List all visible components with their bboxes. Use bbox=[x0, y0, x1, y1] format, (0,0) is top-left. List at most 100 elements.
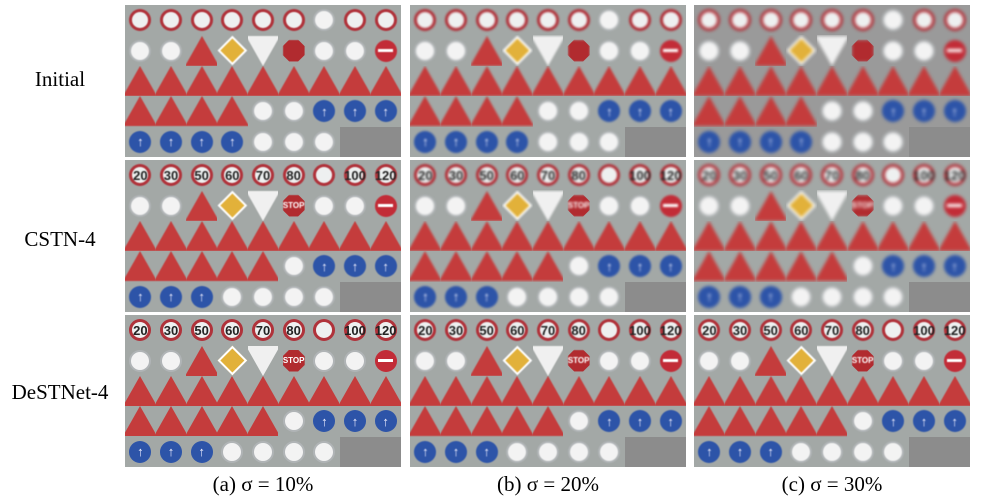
sign-thumbnail bbox=[755, 35, 786, 66]
mandatory-sign: ↑ bbox=[882, 255, 905, 278]
sign-thumbnail: 120 bbox=[939, 160, 970, 191]
sign-thumbnail: STOP bbox=[563, 190, 594, 221]
mandatory-sign: ↑ bbox=[659, 255, 682, 278]
warning-sign bbox=[755, 251, 786, 282]
round-sign bbox=[221, 9, 244, 32]
sign-thumbnail bbox=[440, 190, 472, 221]
sign-thumbnail bbox=[370, 5, 401, 36]
warning-sign bbox=[847, 220, 878, 251]
sign-thumbnail bbox=[247, 436, 279, 467]
sign-thumbnail bbox=[532, 436, 564, 467]
warning-sign bbox=[339, 220, 371, 251]
sign-thumbnail bbox=[278, 96, 309, 127]
yield-sign bbox=[247, 345, 279, 376]
sign-thumbnail bbox=[440, 345, 472, 376]
sign-thumbnail bbox=[624, 35, 656, 66]
warning-sign bbox=[501, 251, 533, 282]
sign-thumbnail bbox=[877, 436, 909, 467]
round-sign bbox=[506, 9, 529, 32]
sign-thumbnail bbox=[877, 315, 909, 346]
round-sign bbox=[343, 9, 367, 32]
sign-thumbnail bbox=[877, 5, 909, 36]
sign-thumbnail bbox=[563, 220, 594, 252]
sign-thumbnail bbox=[694, 96, 725, 127]
sign-thumbnail bbox=[216, 281, 248, 312]
round-sign bbox=[698, 194, 721, 217]
sign-thumbnail: 80 bbox=[847, 315, 878, 346]
warning-sign bbox=[410, 406, 441, 437]
sign-thumbnail: ↑ bbox=[724, 126, 756, 157]
sign-thumbnail: 50 bbox=[755, 160, 786, 191]
speed-limit-sign: 60 bbox=[506, 319, 529, 342]
sign-thumbnail bbox=[278, 251, 309, 282]
sign-thumbnail bbox=[501, 190, 533, 221]
sign-thumbnail bbox=[471, 220, 502, 252]
sign-thumbnail bbox=[501, 65, 533, 97]
sign-thumbnail bbox=[308, 436, 340, 467]
sign-thumbnail bbox=[501, 5, 533, 36]
warning-sign bbox=[186, 190, 217, 221]
mandatory-sign: ↑ bbox=[728, 440, 752, 463]
sign-thumbnail bbox=[370, 375, 401, 407]
sign-thumbnail: STOP bbox=[563, 345, 594, 376]
sign-thumbnail: ↑ bbox=[471, 281, 502, 312]
sign-thumbnail bbox=[593, 345, 625, 376]
sign-thumbnail bbox=[847, 126, 878, 157]
sign-thumbnail bbox=[278, 281, 309, 312]
sign-thumbnail bbox=[471, 5, 502, 36]
warning-sign bbox=[471, 96, 502, 127]
priority-road-sign bbox=[786, 190, 817, 221]
sign-thumbnail bbox=[247, 220, 279, 252]
sign-thumbnail bbox=[308, 65, 340, 97]
empty-cell bbox=[370, 281, 401, 312]
speed-limit-sign: 30 bbox=[444, 319, 468, 342]
round-sign bbox=[759, 9, 782, 32]
warning-sign bbox=[724, 65, 756, 96]
sign-thumbnail bbox=[816, 375, 848, 407]
sign-thumbnail: ↑ bbox=[370, 96, 401, 127]
sign-thumbnail bbox=[877, 190, 909, 221]
warning-sign bbox=[624, 65, 656, 96]
sign-thumbnail bbox=[308, 190, 340, 221]
sign-thumbnail bbox=[247, 345, 279, 376]
sign-thumbnail bbox=[410, 251, 441, 282]
sign-thumbnail bbox=[440, 65, 472, 97]
sign-thumbnail bbox=[216, 65, 248, 97]
sign-thumbnail: 70 bbox=[247, 160, 279, 191]
sign-thumbnail: ↑ bbox=[877, 251, 909, 282]
warning-sign bbox=[186, 220, 217, 251]
empty-cell bbox=[624, 281, 656, 312]
sign-thumbnail bbox=[877, 160, 909, 191]
warning-sign bbox=[694, 375, 725, 406]
round-sign bbox=[313, 194, 336, 217]
sign-thumbnail bbox=[816, 96, 848, 127]
warning-sign bbox=[755, 375, 786, 406]
round-sign bbox=[536, 440, 560, 463]
priority-road-sign bbox=[786, 345, 817, 376]
sign-thumbnail bbox=[339, 375, 371, 407]
sign-thumbnail bbox=[410, 65, 441, 97]
speed-limit-sign: 60 bbox=[221, 164, 244, 187]
sign-thumbnail bbox=[755, 406, 786, 437]
sign-thumbnail: 100 bbox=[908, 160, 940, 191]
sign-thumbnail bbox=[532, 5, 564, 36]
sign-thumbnail: ↑ bbox=[694, 126, 725, 157]
sign-thumbnail: ↑ bbox=[155, 436, 187, 467]
sign-thumbnail: ↑ bbox=[877, 96, 909, 127]
sign-thumbnail: 60 bbox=[501, 160, 533, 191]
mandatory-sign: ↑ bbox=[414, 440, 437, 463]
mandatory-sign: ↑ bbox=[728, 285, 752, 308]
sign-thumbnail bbox=[247, 96, 279, 127]
round-sign bbox=[444, 39, 468, 62]
round-sign bbox=[506, 285, 529, 308]
mandatory-sign: ↑ bbox=[912, 410, 936, 433]
round-sign bbox=[282, 285, 305, 308]
sign-thumbnail bbox=[247, 251, 279, 282]
mandatory-sign: ↑ bbox=[659, 100, 682, 123]
warning-sign bbox=[655, 375, 686, 406]
empty-cell bbox=[370, 126, 401, 157]
sign-thumbnail: 100 bbox=[339, 160, 371, 191]
yield-sign bbox=[247, 190, 279, 221]
mandatory-sign: ↑ bbox=[190, 440, 213, 463]
sign-thumbnail bbox=[501, 281, 533, 312]
